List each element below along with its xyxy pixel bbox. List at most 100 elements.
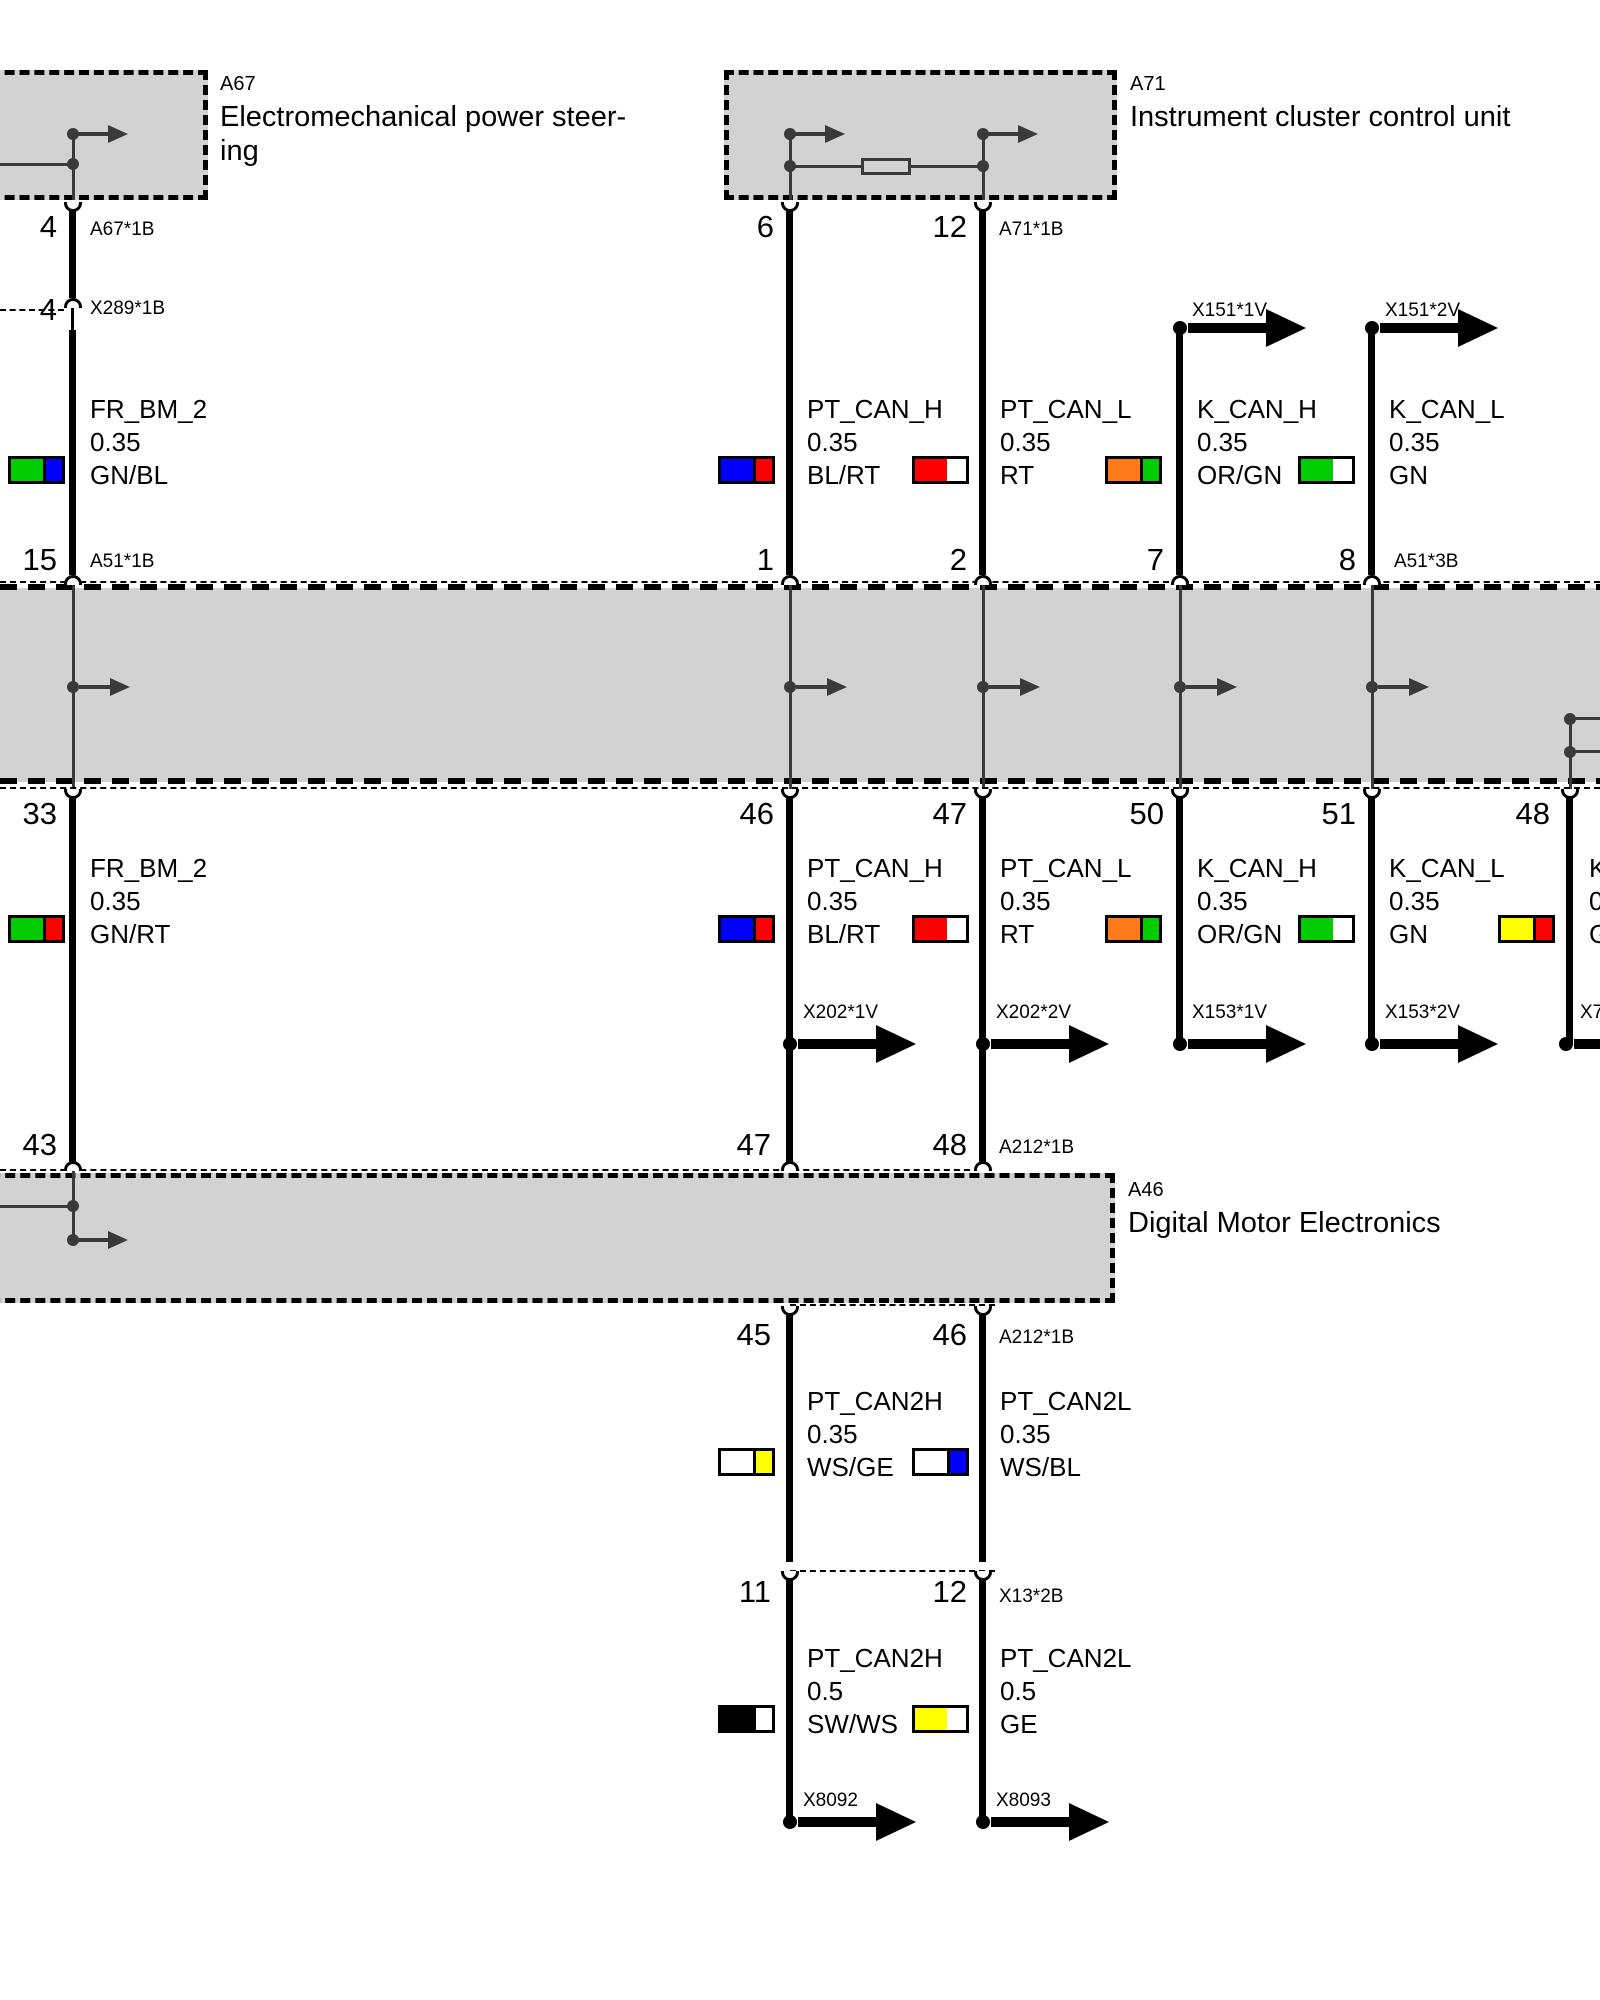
wire-color: GN/RT [90, 919, 171, 949]
color-swatch-or-gn [1105, 915, 1162, 943]
connector-label-x153-1v: X153*1V [1192, 1002, 1268, 1023]
wire-size: 0.35 [807, 886, 858, 916]
internal-arrow-head [827, 678, 847, 696]
box-code-a46: A46 [1128, 1179, 1164, 1201]
wire-size: 0.35 [807, 1419, 858, 1449]
wire-size: 0.35 [1000, 1419, 1051, 1449]
wire-name: PT_CAN2L [1000, 1386, 1132, 1416]
internal-arrow [988, 132, 1018, 136]
wire-label-fr-bm-2-lower: FR_BM_2 0.35 GN/RT [90, 852, 207, 951]
pin-number-a71-12: 12 [932, 209, 967, 244]
connector-row-line-x13 [790, 1570, 995, 1572]
wire-pt-can2l-05 [979, 1579, 986, 1822]
pin-number-15: 15 [22, 542, 57, 577]
branch-arrow-x153-1v [1188, 1039, 1266, 1049]
branch-arrow-head [1458, 309, 1498, 347]
branch-dot-x8093 [976, 1815, 990, 1829]
branch-arrow-x153-2v [1380, 1039, 1458, 1049]
junction-dot [67, 681, 79, 693]
internal-arrow [79, 685, 110, 689]
connector-row-line-a46-top [0, 1169, 990, 1171]
pin-number-a71-6: 6 [756, 209, 774, 244]
pin-number-47: 47 [932, 796, 967, 831]
pin-tick [71, 308, 74, 332]
internal-arrow-head [110, 678, 130, 696]
wire-color: RT [1000, 460, 1035, 490]
pin-number-33: 33 [22, 796, 57, 831]
color-swatch-ge [912, 1705, 969, 1733]
wire-right-partial [1566, 797, 1573, 1045]
pin-bell [64, 298, 82, 308]
branch-dot-x153-2v [1365, 1037, 1379, 1051]
wire-name: PT_CAN_L [1000, 394, 1132, 424]
wire-label-k-can-l-upper: K_CAN_L 0.35 GN [1389, 393, 1505, 492]
wire-pt-can2l-035 [979, 1314, 986, 1562]
internal-arrow [796, 685, 827, 689]
color-swatch-or-gn [1105, 456, 1162, 484]
wire-name: K [1589, 853, 1600, 883]
box-title-a46: Digital Motor Electronics [1128, 1207, 1441, 1239]
internal-arrow-head [1409, 678, 1429, 696]
pin-number-7: 7 [1146, 542, 1164, 577]
terminating-resistor-symbol [861, 158, 911, 175]
pin-number-45: 45 [736, 1317, 771, 1352]
wire-size: 0.35 [807, 427, 858, 457]
wire-k-can-l-lower [1368, 797, 1375, 1045]
wire-color: GN [1389, 919, 1428, 949]
box-title-a67-line1: Electromechanical power steer- [220, 101, 627, 133]
pin-number-2: 2 [949, 542, 967, 577]
wire-name: PT_CAN2H [807, 1643, 943, 1673]
wire-pt-can2h-05 [786, 1579, 793, 1822]
wire-label-pt-can-h-lower: PT_CAN_H 0.35 BL/RT [807, 852, 943, 951]
internal-arrow [78, 132, 108, 136]
internal-arrow-head [825, 125, 845, 143]
wire-color: GN/BL [90, 460, 169, 490]
band-branch-line [1572, 717, 1600, 720]
box-title-a67-line2: ing [220, 135, 259, 167]
box-title-a71: Instrument cluster control unit [1130, 101, 1511, 133]
connector-label-x8092: X8092 [803, 1790, 858, 1811]
connector-label-x7-partial: X7 [1580, 1002, 1600, 1023]
junction-dot [977, 681, 989, 693]
pin-number-47-a46: 47 [736, 1127, 771, 1162]
internal-arrow-head [1018, 125, 1038, 143]
pin-number-46-a46: 46 [932, 1317, 967, 1352]
internal-arrow [1378, 685, 1409, 689]
pin-number-43: 43 [22, 1127, 57, 1162]
branch-arrow-head [1069, 1025, 1109, 1063]
wire-label-k-can-l-lower: K_CAN_L 0.35 GN [1389, 852, 1505, 951]
internal-arrow [78, 1238, 108, 1242]
junction-dot [784, 128, 796, 140]
wire-color: WS/BL [1000, 1452, 1081, 1482]
wire-size: 0.35 [1000, 886, 1051, 916]
pin-number-1: 1 [756, 542, 774, 577]
wire-fr-bm-2-upper [69, 210, 76, 298]
wire-color: OR/GN [1197, 460, 1283, 490]
wire-size: 0 [1589, 886, 1600, 916]
pin-bell [1171, 575, 1189, 585]
connector-row-line-a51-bottom [0, 787, 1600, 789]
branch-dot-x202-2v [976, 1037, 990, 1051]
connector-label-a212-1b-top: A212*1B [999, 1137, 1075, 1158]
color-swatch-rt [912, 456, 969, 484]
internal-arrow-head [108, 1231, 128, 1249]
connector-label-a212-1b-bottom: A212*1B [999, 1327, 1075, 1348]
color-swatch-sw-ws [718, 1705, 775, 1733]
wire-label-pt-can2h-035: PT_CAN2H 0.35 WS/GE [807, 1385, 943, 1484]
branch-arrow-x8093 [991, 1817, 1069, 1827]
internal-arrow-head [1217, 678, 1237, 696]
connector-row-line-a51-top [0, 581, 1600, 583]
junction-dot [67, 128, 79, 140]
pin-bell [781, 575, 799, 585]
band-top-border [0, 584, 1600, 590]
pin-number-46: 46 [739, 796, 774, 831]
junction-dot [977, 128, 989, 140]
pin-number-48-a46: 48 [932, 1127, 967, 1162]
connector-label-x151-2v: X151*2V [1385, 300, 1461, 321]
branch-arrow-x7 [1574, 1039, 1600, 1049]
connector-label-a71-1b: A71*1B [999, 219, 1064, 240]
branch-arrow-head [1266, 1025, 1306, 1063]
internal-arrow [989, 685, 1020, 689]
branch-dot-x7 [1559, 1037, 1573, 1051]
color-swatch-ws-bl [912, 1448, 969, 1476]
